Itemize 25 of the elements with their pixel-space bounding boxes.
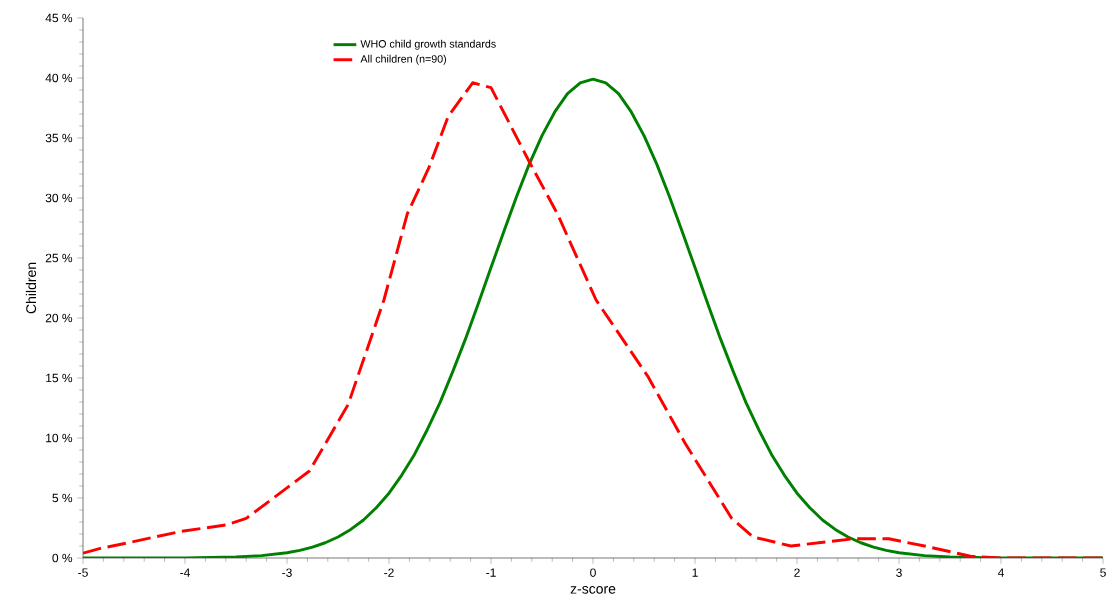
x-axis-title: z-score bbox=[570, 586, 616, 594]
x-tick-label: -3 bbox=[282, 568, 292, 577]
x-tick-label: 5 bbox=[1100, 568, 1106, 577]
y-tick-label: 45 % bbox=[45, 13, 73, 23]
y-tick-label: 35 % bbox=[45, 133, 73, 143]
y-tick-label: 5 % bbox=[52, 493, 73, 503]
x-tick-label: 4 bbox=[997, 568, 1004, 577]
legend-label: All children (n=90) bbox=[360, 54, 447, 65]
x-tick-label: -1 bbox=[486, 568, 496, 577]
y-tick-label: 40 % bbox=[45, 73, 73, 83]
x-tick-label: 3 bbox=[896, 568, 902, 577]
x-tick-label: -2 bbox=[384, 568, 394, 577]
legend-label: WHO child growth standards bbox=[360, 39, 496, 50]
y-tick-label: 10 % bbox=[46, 433, 73, 443]
y-tick-label: 15 % bbox=[46, 373, 73, 383]
y-tick-label: 25 % bbox=[45, 253, 73, 263]
y-axis-title: Children bbox=[25, 262, 37, 314]
x-tick-label: -5 bbox=[78, 568, 88, 577]
y-tick-label: 30 % bbox=[45, 193, 73, 203]
x-tick-label: 2 bbox=[794, 568, 800, 577]
x-tick-label: 0 bbox=[590, 568, 596, 577]
y-tick-label: 0 % bbox=[52, 553, 73, 563]
x-tick-label: -4 bbox=[180, 568, 190, 577]
y-tick-label: 20 % bbox=[45, 313, 73, 323]
x-tick-label: 1 bbox=[692, 568, 698, 577]
